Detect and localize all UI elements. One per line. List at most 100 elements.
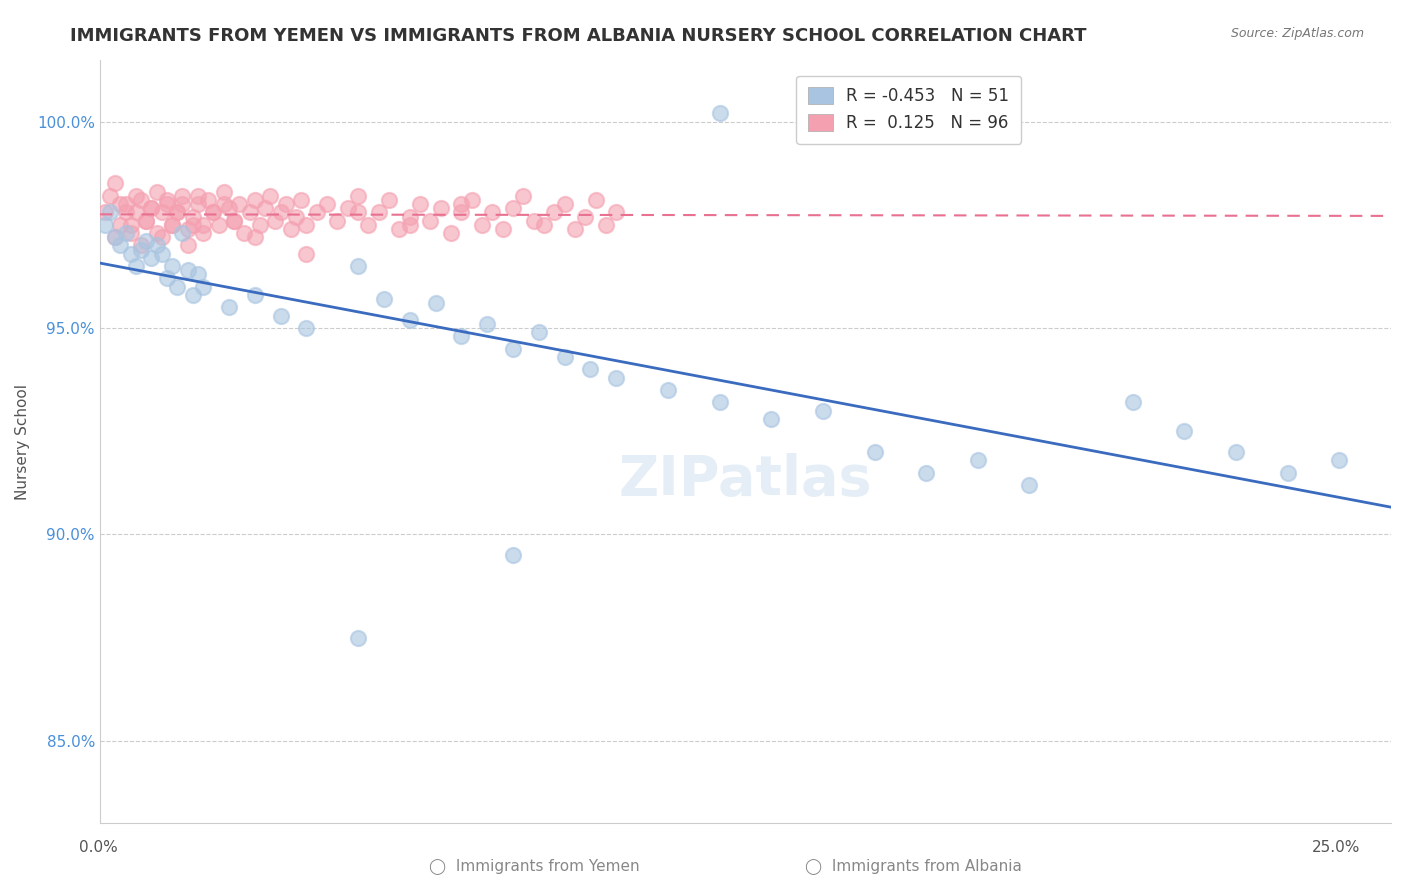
Point [172, 226, 194, 240]
Point [357, 218, 380, 232]
Point [243, 230, 266, 244]
Text: 25.0%: 25.0% [1312, 840, 1360, 855]
Text: IMMIGRANTS FROM YEMEN VS IMMIGRANTS FROM ALBANIA NURSERY SCHOOL CORRELATION CHAR: IMMIGRANTS FROM YEMEN VS IMMIGRANTS FROM… [70, 27, 1087, 45]
Point [347, 631, 370, 645]
Point [150, 230, 173, 244]
Point [409, 197, 432, 211]
Point [259, 189, 281, 203]
Point [863, 445, 886, 459]
Point [574, 210, 596, 224]
Point [156, 271, 179, 285]
Point [579, 362, 602, 376]
Point [460, 193, 482, 207]
Point [425, 296, 447, 310]
Point [326, 213, 349, 227]
Point [222, 213, 245, 227]
Point [605, 370, 627, 384]
Point [129, 238, 152, 252]
Point [502, 342, 524, 356]
Point [481, 205, 503, 219]
Point [367, 205, 389, 219]
Point [347, 205, 370, 219]
Point [120, 226, 142, 240]
Point [222, 213, 245, 227]
Point [450, 205, 472, 219]
Point [212, 185, 235, 199]
Point [585, 193, 607, 207]
Point [709, 395, 731, 409]
Point [243, 193, 266, 207]
Point [270, 309, 292, 323]
Point [150, 205, 173, 219]
Point [187, 197, 209, 211]
Point [512, 189, 534, 203]
Point [543, 205, 565, 219]
Point [191, 226, 214, 240]
Point [1277, 466, 1299, 480]
Point [166, 205, 188, 219]
Text: Source: ZipAtlas.com: Source: ZipAtlas.com [1230, 27, 1364, 40]
Point [264, 213, 287, 227]
Point [160, 218, 183, 232]
Point [135, 213, 157, 227]
Point [187, 268, 209, 282]
Point [145, 238, 167, 252]
Point [181, 218, 204, 232]
Point [450, 329, 472, 343]
Text: ◯  Immigrants from Yemen: ◯ Immigrants from Yemen [429, 858, 640, 873]
Point [1225, 445, 1247, 459]
Point [316, 197, 339, 211]
Point [181, 210, 204, 224]
Point [398, 218, 420, 232]
Point [141, 201, 163, 215]
Point [398, 210, 420, 224]
Point [270, 205, 292, 219]
Point [172, 197, 194, 211]
Point [254, 201, 277, 215]
Point [554, 197, 576, 211]
Point [419, 213, 441, 227]
Point [218, 301, 240, 315]
Point [176, 222, 198, 236]
Point [202, 205, 225, 219]
Point [110, 197, 132, 211]
Point [160, 259, 183, 273]
Point [120, 218, 142, 232]
Point [176, 263, 198, 277]
Point [156, 193, 179, 207]
Point [141, 201, 163, 215]
Point [156, 197, 179, 211]
Point [295, 218, 318, 232]
Point [135, 213, 157, 227]
Point [141, 251, 163, 265]
Point [564, 222, 586, 236]
Point [145, 226, 167, 240]
Point [181, 288, 204, 302]
Text: ZIPatlas: ZIPatlas [619, 453, 872, 507]
Point [176, 238, 198, 252]
Y-axis label: Nursery School: Nursery School [15, 384, 30, 500]
Point [218, 201, 240, 215]
Point [429, 201, 451, 215]
Point [1173, 424, 1195, 438]
Point [761, 412, 783, 426]
Point [114, 226, 136, 240]
Point [129, 243, 152, 257]
Point [527, 325, 550, 339]
Point [197, 193, 219, 207]
Point [440, 226, 463, 240]
Point [114, 205, 136, 219]
Point [388, 222, 411, 236]
Point [295, 321, 318, 335]
Point [492, 222, 515, 236]
Point [187, 189, 209, 203]
Point [98, 205, 121, 219]
Point [290, 193, 312, 207]
Point [166, 279, 188, 293]
Legend: R = -0.453   N = 51, R =  0.125   N = 96: R = -0.453 N = 51, R = 0.125 N = 96 [796, 76, 1021, 144]
Point [166, 205, 188, 219]
Point [145, 185, 167, 199]
Point [274, 197, 297, 211]
Point [373, 292, 395, 306]
Point [295, 246, 318, 260]
